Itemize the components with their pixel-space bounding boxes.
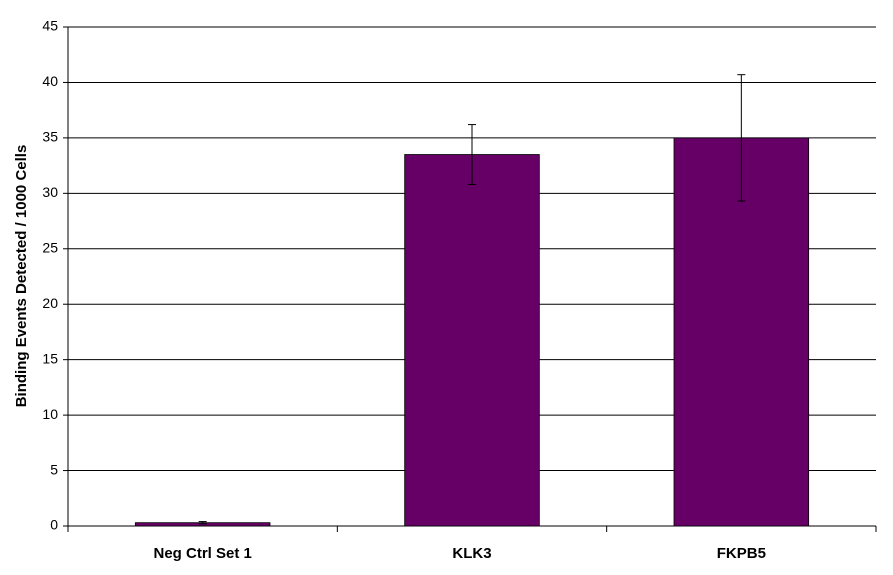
x-tick-label: Neg Ctrl Set 1 [153,545,251,562]
y-tick-label: 45 [42,18,58,34]
y-tick-label: 15 [42,350,58,366]
y-tick-label: 10 [42,406,58,422]
x-tick-label: KLK3 [452,545,491,562]
x-tick-label: FKPB5 [717,545,766,562]
y-axis-label: Binding Events Detected / 1000 Cells [13,145,30,408]
y-tick-label: 35 [42,129,58,145]
y-tick-label: 5 [50,461,58,477]
y-tick-label: 30 [42,184,58,200]
y-tick-label: 40 [42,73,58,89]
y-tick-label: 0 [50,517,58,533]
y-tick-label: 25 [42,239,58,255]
y-tick-label: 20 [42,295,58,311]
bar [673,137,810,527]
error-bar [198,521,207,525]
error-bar [468,124,476,185]
error-bar [737,74,746,202]
bar [404,154,540,527]
